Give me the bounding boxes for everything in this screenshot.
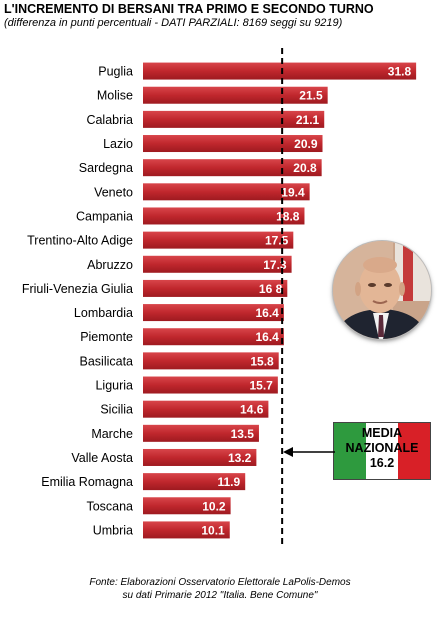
- category-label: Puglia: [98, 65, 133, 79]
- bar: [143, 207, 305, 225]
- category-label: Lazio: [103, 137, 133, 151]
- bar-chart: Puglia 31.8 Molise 21.5 Calabria 21.1 Lazio 20.…: [22, 48, 417, 548]
- source-line2: su dati Primarie 2012 "Italia. Bene Comu…: [122, 590, 318, 601]
- value-label: 15.8: [250, 354, 274, 368]
- value-label: 10.1: [201, 523, 225, 537]
- value-label: 11.9: [218, 475, 241, 489]
- flag-white-stripe: [366, 423, 398, 479]
- category-label: Veneto: [94, 185, 133, 199]
- value-label: 21.5: [299, 89, 323, 103]
- category-label: Lombardia: [74, 306, 133, 320]
- candidate-photo: [333, 241, 431, 339]
- bar: [143, 135, 323, 153]
- bar: [143, 497, 231, 515]
- flag-red-stripe: [397, 423, 430, 479]
- category-label: Sardegna: [79, 161, 133, 175]
- national-average-label: MEDIA NAZIONALE 16.2: [333, 426, 431, 471]
- national-average-flag-box: [333, 422, 431, 480]
- chart-subtitle: (differenza in punti percentuali - DATI …: [4, 17, 343, 29]
- category-label: Calabria: [86, 113, 133, 127]
- value-label: 20.9: [294, 137, 318, 151]
- bar: [143, 448, 257, 466]
- category-label: Sicilia: [100, 403, 133, 417]
- value-label: 16.4: [255, 306, 279, 320]
- bar: [143, 400, 269, 418]
- value-label: 10.2: [202, 499, 226, 513]
- bar: [143, 521, 230, 539]
- national-average-line2: NAZIONALE: [345, 441, 419, 455]
- bar: [143, 328, 284, 346]
- bar: [143, 376, 278, 394]
- category-label: Abruzzo: [87, 258, 133, 272]
- category-label: Campania: [76, 209, 133, 223]
- category-label: Friuli-Venezia Giulia: [22, 282, 133, 296]
- category-label: Emilia Romagna: [41, 475, 133, 489]
- category-label: Marche: [91, 427, 133, 441]
- bar: [143, 183, 310, 201]
- value-label: 18.8: [276, 209, 300, 223]
- category-label: Liguria: [95, 379, 133, 393]
- value-label: 14.6: [240, 403, 264, 417]
- category-label: Piemonte: [80, 330, 133, 344]
- value-label: 13.5: [231, 427, 255, 441]
- national-average-line3: 16.2: [369, 456, 395, 470]
- value-label: 31.8: [388, 65, 412, 79]
- bar: [143, 279, 288, 297]
- bar: [143, 62, 417, 80]
- bar: [143, 255, 292, 273]
- value-label: 19.4: [281, 185, 305, 199]
- bar: [143, 352, 279, 370]
- bar: [143, 110, 325, 128]
- category-label: Toscana: [86, 499, 133, 513]
- bar: [143, 231, 294, 249]
- flag-green-stripe: [334, 423, 366, 479]
- bar: [143, 473, 246, 491]
- value-label: 20.8: [293, 161, 317, 175]
- national-average-line1: MEDIA: [361, 426, 403, 440]
- value-label: 17.3: [263, 258, 287, 272]
- category-label: Molise: [97, 89, 133, 103]
- arrow-left-icon: [283, 447, 335, 457]
- bar: [143, 159, 322, 177]
- source-note: Fonte: Elaborazioni Osservatorio Elettor…: [0, 576, 440, 602]
- value-label: 13.2: [228, 451, 252, 465]
- category-label: Umbria: [93, 523, 133, 537]
- value-label: 16 8: [259, 282, 283, 296]
- category-label: Trentino-Alto Adige: [27, 234, 133, 248]
- source-line1: Fonte: Elaborazioni Osservatorio Elettor…: [89, 577, 351, 588]
- value-label: 17.5: [265, 234, 289, 248]
- category-label: Valle Aosta: [71, 451, 133, 465]
- category-label: Basilicata: [80, 354, 134, 368]
- chart-title: L'INCREMENTO DI BERSANI TRA PRIMO E SECO…: [4, 2, 374, 16]
- bar: [143, 424, 259, 442]
- value-label: 21.1: [296, 113, 320, 127]
- value-label: 16.4: [255, 330, 279, 344]
- bar: [143, 304, 284, 322]
- value-label: 15.7: [249, 379, 273, 393]
